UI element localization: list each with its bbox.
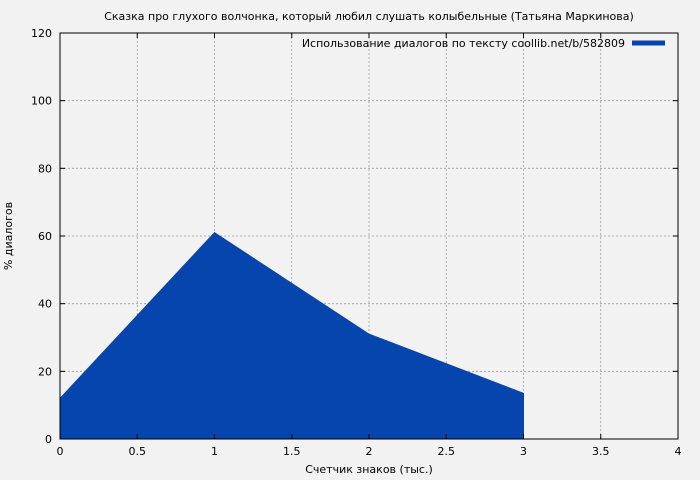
legend-label: Использование диалогов по тексту coollib… — [302, 37, 625, 50]
x-tick-label: 1.5 — [283, 445, 301, 458]
x-tick-label: 4 — [675, 445, 682, 458]
chart-title: Сказка про глухого волчонка, который люб… — [104, 10, 634, 23]
x-axis-label: Счетчик знаков (тыс.) — [305, 463, 433, 476]
x-tick-label: 0 — [57, 445, 64, 458]
y-tick-label: 20 — [38, 365, 52, 378]
y-tick-labels: 0 20 40 60 80 100 120 — [31, 27, 52, 446]
x-tick-labels: 0 0.5 1 1.5 2 2.5 3 3.5 4 — [57, 445, 682, 458]
x-tick-label: 2.5 — [438, 445, 456, 458]
y-tick-label: 40 — [38, 298, 52, 311]
x-tick-label: 2 — [366, 445, 373, 458]
x-tick-label: 0.5 — [129, 445, 147, 458]
y-tick-label: 80 — [38, 162, 52, 175]
x-tick-label: 1 — [211, 445, 218, 458]
y-tick-label: 60 — [38, 230, 52, 243]
y-axis-label: % диалогов — [2, 202, 15, 270]
y-tick-label: 100 — [31, 95, 52, 108]
x-tick-label: 3.5 — [592, 445, 610, 458]
x-tick-label: 3 — [520, 445, 527, 458]
y-tick-label: 0 — [45, 433, 52, 446]
legend: Использование диалогов по тексту coollib… — [302, 37, 665, 50]
y-tick-label: 120 — [31, 27, 52, 40]
